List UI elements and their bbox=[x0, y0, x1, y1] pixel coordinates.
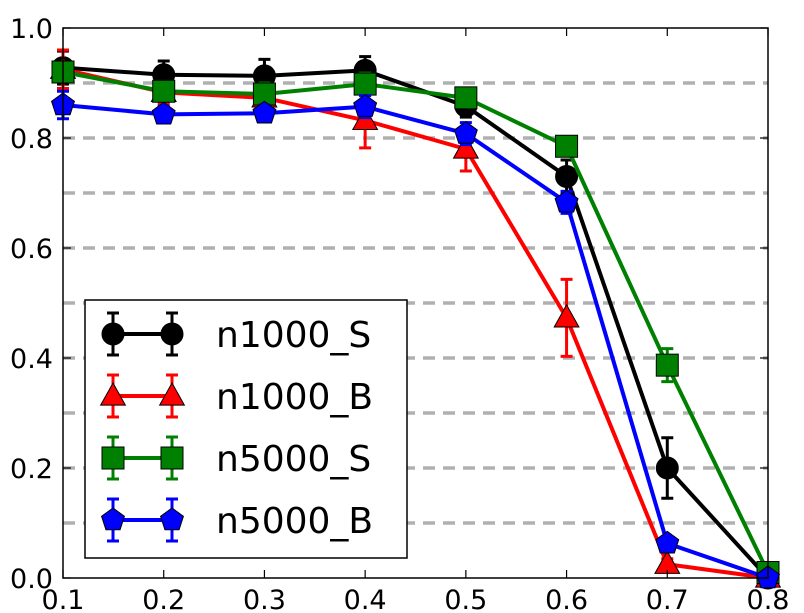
data-point bbox=[252, 100, 277, 124]
plot-frame bbox=[62, 27, 769, 579]
legend-marker bbox=[99, 381, 127, 406]
legend-marker bbox=[159, 507, 185, 531]
legend-entry-n5000_S: n5000_S bbox=[101, 435, 371, 481]
y-tick-label: 0.2 bbox=[10, 454, 53, 485]
data-point bbox=[655, 530, 680, 554]
series-line bbox=[62, 70, 770, 574]
legend-box bbox=[84, 299, 408, 559]
y-tick-label: 1.0 bbox=[10, 14, 53, 45]
data-point bbox=[554, 189, 579, 213]
legend-marker bbox=[160, 322, 184, 346]
legend-label: n1000_S bbox=[216, 315, 371, 356]
legend-marker bbox=[160, 446, 184, 470]
y-tick-label: 0.8 bbox=[10, 124, 53, 155]
x-tick-label: 0.8 bbox=[747, 585, 790, 613]
legend: n1000_S n1000_B n5000_S n5000_B bbox=[84, 299, 408, 559]
data-point bbox=[452, 134, 480, 159]
y-tick-label: 0.0 bbox=[10, 564, 53, 595]
data-point bbox=[553, 303, 580, 328]
data-point bbox=[151, 101, 176, 125]
x-tick-label: 0.7 bbox=[646, 585, 689, 613]
series-n5000_S bbox=[51, 60, 780, 584]
y-tick-label: 0.4 bbox=[10, 344, 53, 375]
legend-marker bbox=[158, 381, 186, 406]
data-point bbox=[454, 86, 478, 110]
data-point bbox=[453, 120, 478, 144]
y-tick-label: 0.6 bbox=[10, 234, 53, 265]
data-point bbox=[353, 72, 377, 96]
axis-ticks: 0.1 0.2 0.3 0.4 0.5 0.6 0.7 0.8 0.0 0.2 0.4 0.6 0.8 1… bbox=[10, 14, 789, 613]
legend-label: n5000_B bbox=[216, 501, 373, 542]
data-point bbox=[555, 134, 579, 158]
legend-marker bbox=[101, 446, 125, 470]
legend-entry-n1000_B: n1000_B bbox=[99, 373, 373, 419]
legend-marker bbox=[101, 322, 125, 346]
data-point bbox=[655, 456, 679, 480]
x-tick-label: 0.5 bbox=[444, 585, 487, 613]
data-point bbox=[555, 165, 579, 188]
x-tick-label: 0.2 bbox=[142, 585, 185, 613]
data-point bbox=[655, 353, 679, 377]
data-point bbox=[152, 79, 176, 103]
x-tick-label: 0.4 bbox=[344, 585, 387, 613]
legend-entry-n1000_S: n1000_S bbox=[101, 311, 371, 357]
data-point bbox=[353, 94, 378, 117]
x-tick-label: 0.6 bbox=[545, 585, 588, 613]
series-line bbox=[62, 103, 769, 580]
legend-label: n1000_B bbox=[216, 377, 373, 418]
legend-label: n5000_S bbox=[216, 439, 371, 480]
x-tick-label: 0.3 bbox=[243, 585, 286, 613]
series-line bbox=[62, 65, 770, 580]
legend-marker bbox=[100, 507, 126, 531]
legend-entry-n5000_B: n5000_B bbox=[100, 497, 373, 543]
x-tick-label: 0.1 bbox=[42, 585, 85, 613]
